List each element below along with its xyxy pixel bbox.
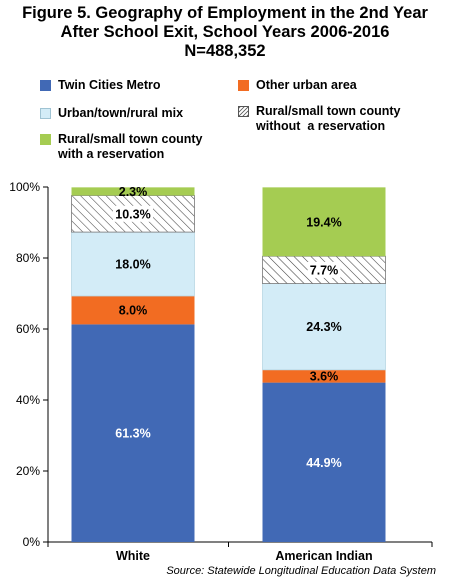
- data-label-american-indian-urban-town-rural-mix: 24.3%: [306, 320, 341, 334]
- legend-label-rural-with-reservation: Rural/small town county with a reservatio…: [58, 132, 202, 162]
- source-note: Source: Statewide Longitudinal Education…: [166, 565, 436, 577]
- legend-item-other-urban-area: Other urban area: [238, 78, 357, 93]
- x-categories: White American Indian: [116, 549, 373, 560]
- bar-segment-white-twin-cities-metro: [71, 324, 195, 542]
- bar-segment-white-other-urban-area: [71, 295, 195, 325]
- y-tick-label: 100%: [9, 180, 40, 194]
- legend-label-rural-without-line-2: without a reservation: [256, 119, 386, 133]
- bar-segment-american-indian-twin-cities-metro: [262, 382, 386, 542]
- legend-swatch-other-urban-area: [238, 80, 249, 91]
- legend-item-rural-without-reservation: Rural/small town county without a reserva…: [238, 104, 400, 134]
- data-label-bg: [307, 261, 341, 278]
- bar-labels: 61.3% 8.0% 18.0% 10.3% 2.3% 44.9% 3.6% 24.3% 7.7…: [113, 185, 342, 470]
- chart-title-line-2: After School Exit, School Years 2006-201…: [60, 23, 390, 41]
- legend-label-other-urban-area: Other urban area: [256, 78, 357, 92]
- bars: [71, 187, 386, 542]
- data-label-white-rural-small-town-county-without-a-reservation: 10.3%: [115, 207, 150, 221]
- y-tick-label: 20%: [16, 464, 40, 478]
- legend: Twin Cities Metro Other urban area Urban…: [0, 72, 450, 172]
- chart-title: Figure 5. Geography of Employment in the…: [0, 4, 450, 61]
- legend-label-rural-with-line-1: Rural/small town county: [58, 132, 203, 146]
- legend-label-rural-without-reservation: Rural/small town county without a reserva…: [256, 104, 400, 134]
- chart-title-line-3: N=488,352: [184, 42, 266, 60]
- legend-label-twin-cities-metro: Twin Cities Metro: [58, 78, 161, 92]
- data-label-white-other-urban-area: 8.0%: [119, 304, 148, 318]
- legend-label-rural-with-line-2: with a reservation: [58, 147, 165, 161]
- data-label-bg: [113, 205, 153, 222]
- legend-item-rural-with-reservation: Rural/small town county with a reservatio…: [40, 132, 202, 162]
- legend-label-rural-without-line-1: Rural/small town county: [256, 104, 401, 118]
- x-category-label-white: White: [116, 549, 150, 560]
- data-label-white-twin-cities-metro: 61.3%: [115, 427, 150, 441]
- data-label-american-indian-rural-small-town-county-with-a-reservation: 19.4%: [306, 215, 341, 229]
- stacked-bar-chart: 61.3% 8.0% 18.0% 10.3% 2.3% 44.9% 3.6% 24.3% 7.7…: [9, 180, 433, 560]
- data-label-american-indian-other-urban-area: 3.6%: [310, 370, 339, 384]
- bar-segment-american-indian-rural-small-town-county-with-a-reservation: [262, 187, 386, 257]
- bar-segment-american-indian-urban-town-rural-mix: [262, 283, 386, 371]
- y-tick-label: 0%: [23, 535, 41, 549]
- legend-item-twin-cities-metro: Twin Cities Metro: [40, 78, 161, 93]
- legend-swatch-rural-without-reservation: [238, 106, 249, 117]
- data-label-white-rural-small-town-county-with-a-reservation: 2.3%: [119, 185, 148, 199]
- data-label-white-urban-town-rural-mix: 18.0%: [115, 258, 150, 272]
- chart-title-line-1: Figure 5. Geography of Employment in the…: [22, 4, 428, 22]
- legend-swatch-rural-with-reservation: [40, 134, 51, 145]
- legend-swatch-twin-cities-metro: [40, 80, 51, 91]
- legend-item-urban-town-rural-mix: Urban/town/rural mix: [40, 106, 183, 121]
- data-label-american-indian-rural-small-town-county-without-a-reservation: 7.7%: [310, 263, 339, 277]
- bar-segment-american-indian-other-urban-area: [262, 369, 386, 383]
- data-label-american-indian-twin-cities-metro: 44.9%: [306, 456, 341, 470]
- y-tick-label: 60%: [16, 322, 40, 336]
- y-tick-label: 80%: [16, 251, 40, 265]
- bar-segment-white-rural-small-town-county-with-a-reservation: [71, 187, 195, 196]
- y-tick-label: 40%: [16, 393, 40, 407]
- legend-swatch-urban-town-rural-mix: [40, 108, 51, 119]
- y-ticks: 0% 20% 40% 60% 80% 100%: [9, 180, 433, 549]
- x-category-label-american-indian: American Indian: [275, 549, 372, 560]
- legend-label-urban-town-rural-mix: Urban/town/rural mix: [58, 106, 184, 120]
